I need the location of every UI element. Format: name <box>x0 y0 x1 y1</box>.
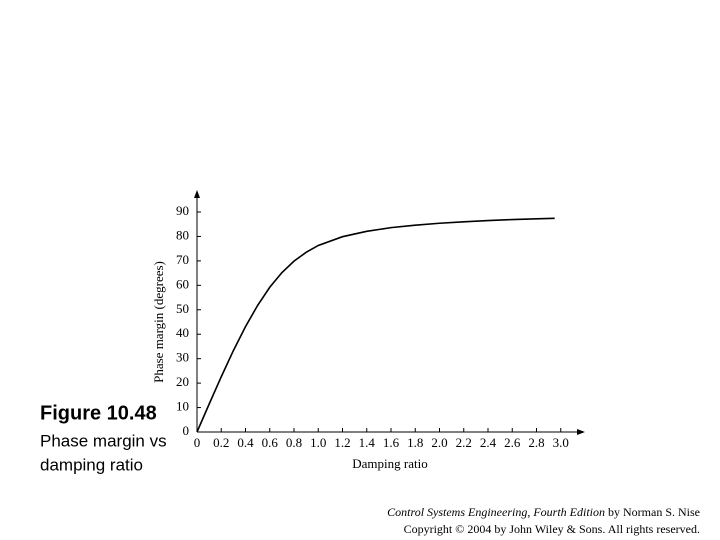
x-tick-label: 1.0 <box>310 435 326 450</box>
figure-number: Figure 10.48 <box>40 402 157 424</box>
y-tick-label: 20 <box>176 374 189 389</box>
x-tick-label: 2.0 <box>431 435 447 450</box>
x-tick-label: 1.4 <box>359 435 376 450</box>
y-tick-label: 90 <box>176 203 189 218</box>
x-tick-label: 1.2 <box>334 435 350 450</box>
x-tick-label: 1.8 <box>407 435 423 450</box>
y-tick-label: 70 <box>176 252 189 267</box>
y-tick-label: 80 <box>176 227 189 242</box>
x-tick-label: 0 <box>194 435 201 450</box>
y-tick-label: 0 <box>183 423 190 438</box>
caption-line: damping ratio <box>40 455 143 474</box>
y-axis-arrow <box>194 190 200 198</box>
x-tick-label: 3.0 <box>553 435 569 450</box>
x-tick-label: 0.4 <box>237 435 254 450</box>
y-tick-label: 40 <box>176 325 189 340</box>
author: by Norman S. Nise <box>608 505 700 519</box>
y-tick-label: 30 <box>176 350 189 365</box>
y-axis-label: Phase margin (degrees) <box>151 261 166 383</box>
x-tick-label: 2.4 <box>480 435 497 450</box>
x-tick-label: 2.6 <box>504 435 521 450</box>
x-tick-label: 2.8 <box>528 435 544 450</box>
y-tick-label: 60 <box>176 276 189 291</box>
book-title: Control Systems Engineering, Fourth Edit… <box>387 505 605 519</box>
x-tick-label: 1.6 <box>383 435 400 450</box>
x-tick-label: 0.6 <box>262 435 279 450</box>
x-axis-arrow <box>577 429 585 435</box>
x-tick-label: 0.2 <box>213 435 229 450</box>
copyright: Copyright © 2004 by John Wiley & Sons. A… <box>404 522 700 536</box>
caption-line: Phase margin vs <box>40 431 167 450</box>
x-tick-label: 0.8 <box>286 435 302 450</box>
data-line <box>196 217 555 433</box>
x-tick-label: 2.2 <box>456 435 472 450</box>
y-tick-label: 10 <box>176 399 189 414</box>
footer-line: Control Systems Engineering, Fourth Edit… <box>387 505 700 519</box>
y-tick-label: 50 <box>176 301 189 316</box>
x-axis-label: Damping ratio <box>352 456 427 471</box>
